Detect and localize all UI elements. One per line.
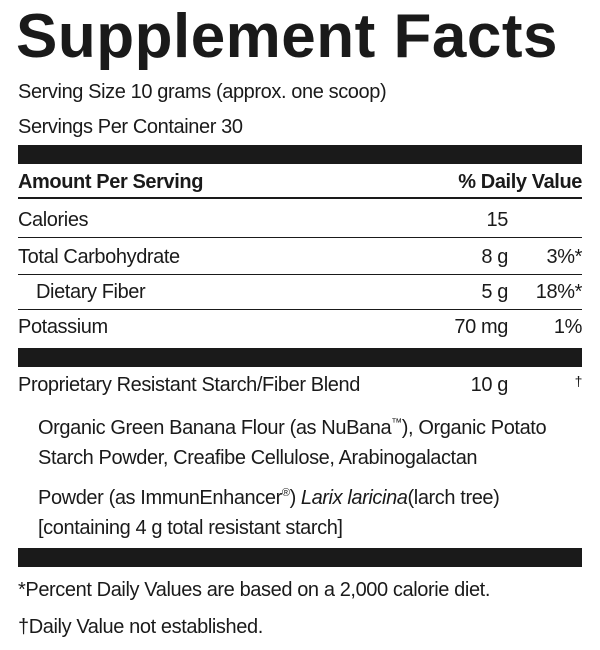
servings-per-container: Servings Per Container 30 [18, 116, 243, 138]
rule [18, 197, 582, 199]
blend-description-line: [containing 4 g total resistant starch] [38, 516, 343, 540]
nutrient-name: Dietary Fiber [36, 281, 146, 303]
nutrient-name: Calories [18, 209, 89, 231]
amount: 70 mg [454, 316, 508, 338]
text-segment: Starch Powder, Creafibe Cellulose, Arabi… [38, 447, 478, 469]
text-segment: [containing 4 g total resistant starch] [38, 517, 343, 539]
rule [18, 274, 582, 275]
daily-value: 1% [553, 316, 583, 338]
serving-size: Serving Size 10 grams (approx. one scoop… [18, 81, 387, 103]
amount: 15 [486, 209, 509, 231]
text-segment: ) [289, 487, 297, 509]
daily-value: 18%* [535, 281, 583, 303]
text-segment: Larix laricina [300, 487, 408, 509]
text-segment: Powder (as ImmunEnhancer [38, 487, 282, 509]
blend-daily-value: † [574, 373, 583, 389]
daily-value: 3%* [546, 246, 583, 268]
text-segment: ), Organic Potato [401, 417, 547, 439]
text-segment: ™ [391, 417, 402, 429]
nutrient-name: Potassium [18, 316, 108, 338]
nutrient-name: Total Carbohydrate [18, 246, 180, 268]
text-segment: ® [281, 487, 290, 499]
column-header: % Daily Value [458, 171, 582, 193]
thick-bar [18, 145, 582, 164]
thick-bar [18, 348, 582, 367]
text-segment: Organic Green Banana Flour (as NuBana [38, 417, 392, 439]
thick-bar [18, 548, 582, 567]
amount: 5 g [481, 281, 508, 303]
blend-description-line: Powder (as ImmunEnhancer®) Larix laricina… [38, 481, 500, 510]
footnote: *Percent Daily Values are based on a 2,0… [18, 579, 490, 601]
column-header: Amount Per Serving [18, 171, 204, 193]
blend-description-line: Starch Powder, Creafibe Cellulose, Arabi… [38, 446, 478, 470]
rule [18, 237, 582, 238]
blend-name: Proprietary Resistant Starch/Fiber Blend [18, 374, 360, 396]
blend-description-line: Organic Green Banana Flour (as NuBana™),… [38, 411, 547, 440]
rule [18, 309, 582, 310]
text-segment: (larch tree) [407, 487, 500, 509]
amount: 8 g [481, 246, 508, 268]
title: Supplement Facts [16, 2, 558, 71]
blend-amount: 10 g [470, 374, 509, 396]
footnote: †Daily Value not established. [18, 616, 263, 638]
